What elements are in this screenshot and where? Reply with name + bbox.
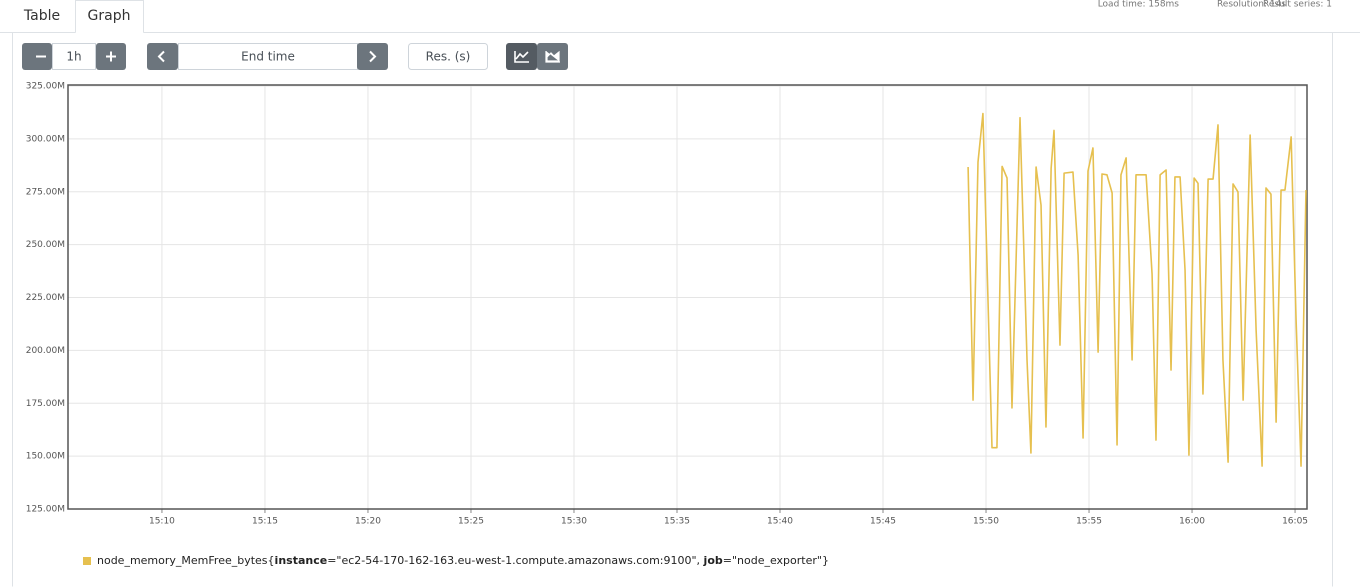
series-line: [967, 112, 1307, 467]
y-tick-label: 200.00M: [26, 346, 65, 356]
resolution-placeholder: Res. (s): [426, 50, 471, 64]
x-tick-label: 15:30: [561, 517, 587, 527]
next-button[interactable]: [357, 43, 388, 70]
legend-label-key: instance: [275, 554, 328, 567]
line-icon: [514, 51, 529, 63]
minus-icon: [36, 55, 46, 58]
x-tick-label: 15:25: [458, 517, 484, 527]
y-tick-label: 250.00M: [26, 240, 65, 250]
y-tick-label: 325.00M: [26, 82, 65, 92]
y-tick-label: 175.00M: [26, 399, 65, 409]
end-time-input[interactable]: [178, 43, 358, 70]
legend-label-text: ="node_exporter"}: [723, 554, 829, 567]
x-tick-label: 15:45: [870, 517, 896, 527]
tab-table[interactable]: Table: [23, 8, 60, 24]
x-tick-label: 15:10: [149, 517, 175, 527]
range-value: 1h: [66, 50, 81, 64]
x-tick-label: 15:55: [1076, 517, 1102, 527]
y-tick-label: 225.00M: [26, 293, 65, 303]
legend-metric: node_memory_MemFree_bytes: [97, 554, 268, 567]
y-tick-label: 275.00M: [26, 187, 65, 197]
chevron-left: [157, 50, 165, 63]
plot-frame: [67, 84, 1308, 510]
legend-swatch: [83, 557, 91, 565]
y-tick-label: 300.00M: [26, 134, 65, 144]
previous-button[interactable]: [147, 43, 178, 70]
x-tick-label: 15:40: [767, 517, 793, 527]
end-time-placeholder: End time: [241, 50, 295, 64]
graph: 125.00M 150.00M 175.00M 200.00M 225.00M 250.0…: [26, 82, 1308, 568]
x-tick-label: 15:35: [664, 517, 690, 527]
resolution-info: Resolution: 14s: [1217, 0, 1286, 10]
legend-entry: node_memory_MemFree_bytes{instance="ec2-…: [97, 554, 829, 567]
stacked-icon: [545, 50, 560, 63]
tab-graph[interactable]: Graph: [88, 8, 131, 24]
x-tick-label: 15:15: [252, 517, 278, 527]
range-input[interactable]: [52, 43, 96, 70]
legend-label-key: job: [703, 554, 723, 567]
tab-graph-border: [75, 0, 144, 33]
panel-border: [12, 32, 1333, 587]
legend-label-text: ="ec2-54-170-162-163.eu-west-1.compute.a…: [327, 554, 703, 567]
result-series: Result series: 1: [1263, 0, 1332, 10]
x-tick-label: 15:50: [973, 517, 999, 527]
load-time: Load time: 158ms: [1098, 0, 1180, 10]
chevron-right: [369, 50, 377, 63]
y-tick-label: 150.00M: [26, 452, 65, 462]
x-tick-label: 16:00: [1179, 517, 1205, 527]
plus-icon: [106, 51, 116, 62]
x-tick-label: 15:20: [355, 517, 381, 527]
y-tick-label: 125.00M: [26, 505, 65, 515]
x-tick-label: 16:05: [1282, 517, 1308, 527]
stacked-mode-button[interactable]: [537, 43, 568, 70]
resolution-input[interactable]: [408, 43, 488, 70]
legend-label-text: {: [268, 554, 275, 567]
